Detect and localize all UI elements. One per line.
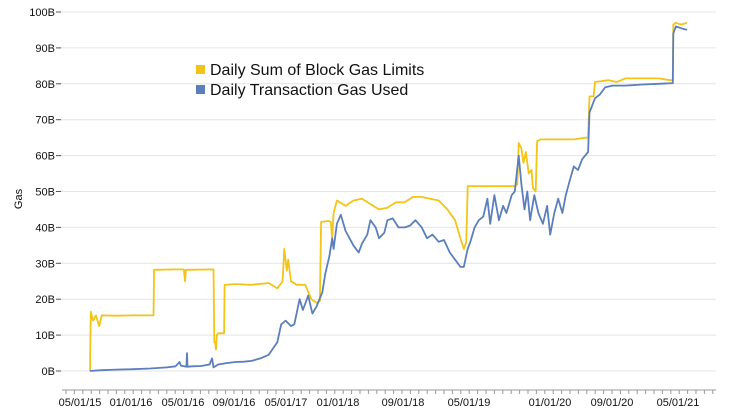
x-tick-label: 05/01/17 (265, 397, 308, 409)
legend: Daily Sum of Block Gas Limits Daily Trans… (196, 62, 424, 99)
legend-label: Daily Transaction Gas Used (210, 82, 408, 99)
y-tick-label: 90B (35, 43, 55, 55)
y-tick-label: 50B (35, 187, 55, 199)
legend-swatch (196, 65, 205, 74)
y-tick-label: 80B (35, 79, 55, 91)
x-tick-label: 01/01/18 (317, 397, 360, 409)
x-tick-label: 09/01/20 (591, 397, 634, 409)
series-line-gas-used (89, 25, 688, 372)
series-line-gas-limits (89, 21, 688, 372)
y-tick-label: 60B (35, 151, 55, 163)
x-axis-ticks: 05/01/15 01/01/16 05/01/16 09/01/16 05/01/17… (59, 390, 714, 409)
y-axis-title: Gas (13, 188, 25, 209)
x-tick-label: 01/01/16 (110, 397, 153, 409)
series-lines (89, 21, 688, 372)
y-tick-label: 30B (35, 258, 55, 270)
x-tick-label: 09/01/16 (213, 397, 256, 409)
legend-swatch (196, 85, 205, 94)
y-axis-ticks: 0B 10B 20B 30B 40B 50B 60B 70B 80B 90B 100B (29, 7, 61, 378)
y-tick-label: 10B (35, 330, 55, 342)
legend-label: Daily Sum of Block Gas Limits (210, 62, 424, 79)
gridlines (58, 11, 716, 372)
y-tick-label: 20B (35, 294, 55, 306)
x-tick-label: 01/01/20 (529, 397, 572, 409)
x-tick-label: 05/01/16 (162, 397, 205, 409)
y-tick-label: 70B (35, 115, 55, 127)
x-tick-label: 05/01/15 (59, 397, 102, 409)
x-tick-label: 05/01/21 (657, 397, 700, 409)
y-tick-label: 0B (42, 366, 55, 378)
y-tick-label: 40B (35, 222, 55, 234)
y-tick-label: 100B (29, 7, 55, 19)
x-tick-label: 05/01/19 (448, 397, 491, 409)
x-tick-label: 09/01/18 (382, 397, 425, 409)
